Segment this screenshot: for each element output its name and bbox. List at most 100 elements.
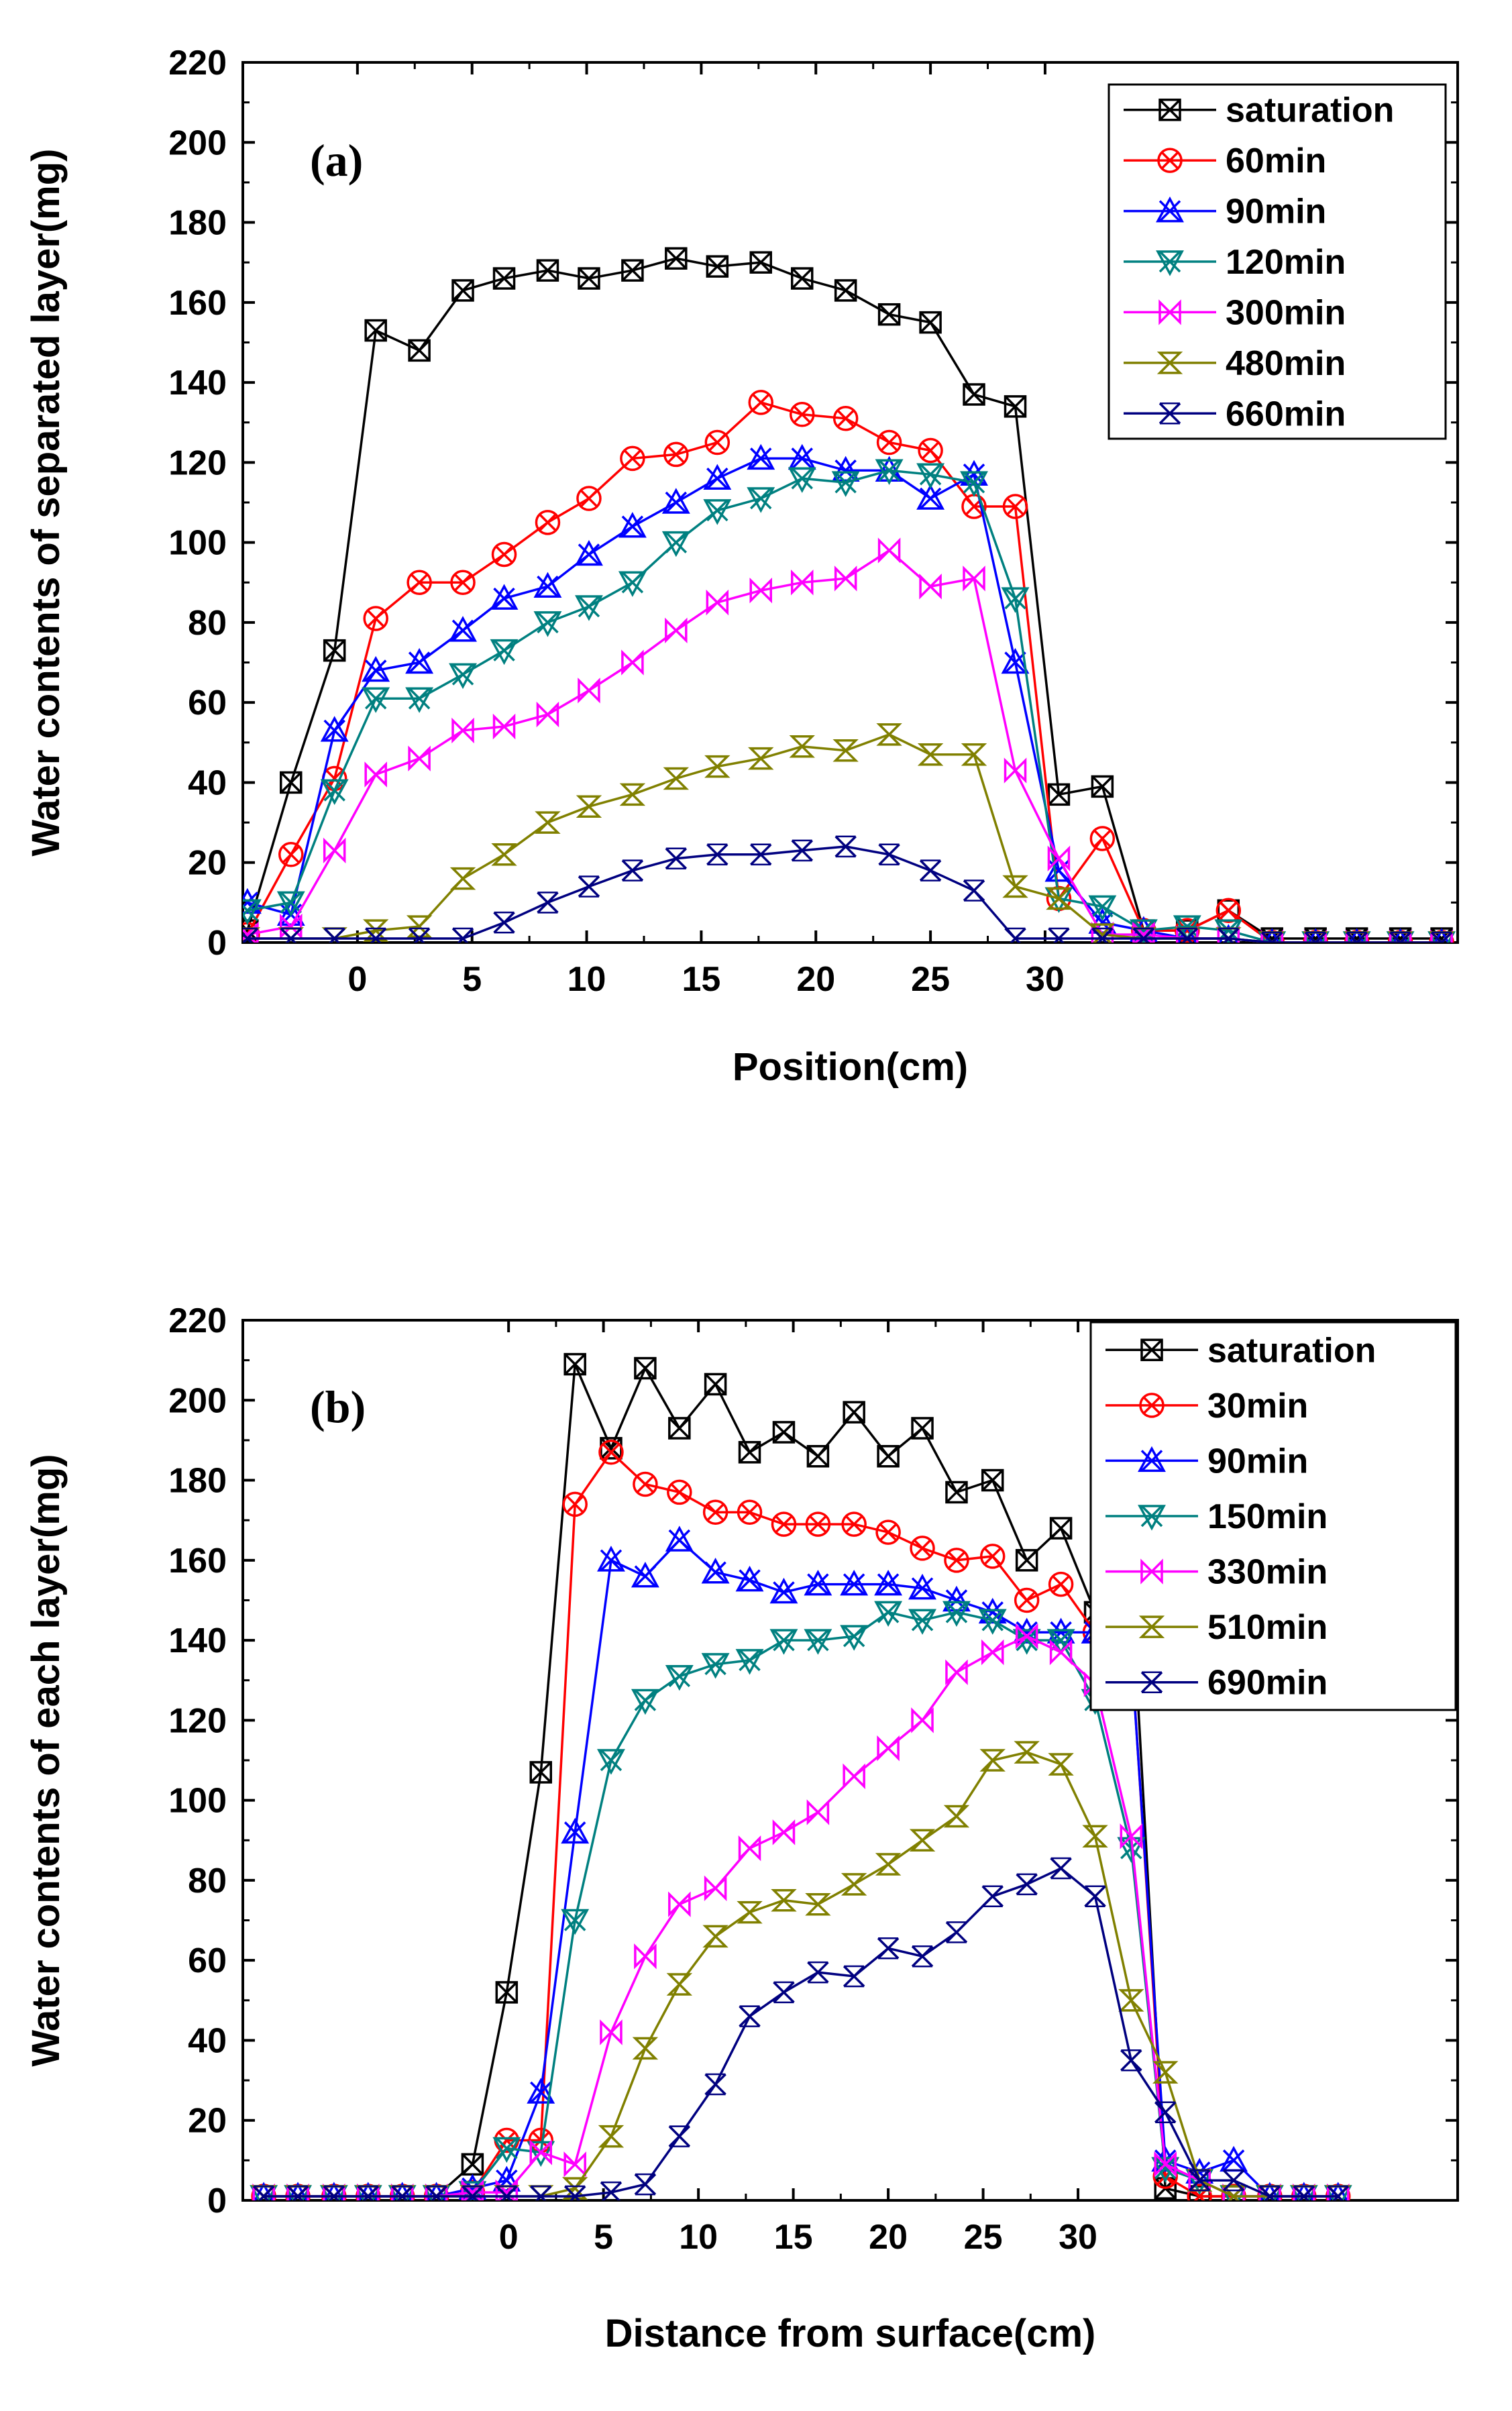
panel-a-data-point-60min	[1002, 494, 1028, 519]
panel-b-data-point-690min	[911, 1945, 934, 1968]
panel-b-data-point-30min	[771, 1511, 797, 1537]
panel-a-data-point-saturation	[1047, 783, 1071, 806]
panel-b-y-tick-label: 120	[168, 1701, 227, 1740]
panel-a-data-point-120min	[405, 687, 434, 713]
panel-a-data-point-60min	[918, 437, 943, 464]
panel-a-data-point-saturation	[1091, 775, 1114, 798]
panel-a-data-point-90min	[916, 484, 945, 510]
panel-a-y-tick-label: 200	[168, 123, 227, 162]
panel-a-data-point-60min	[407, 570, 432, 596]
panel-a-data-point-60min	[450, 570, 476, 596]
panel-a-data-point-saturation	[665, 247, 688, 270]
panel-a-data-point-90min	[449, 616, 477, 642]
panel-b-data-point-690min	[357, 2185, 379, 2200]
panel-b-y-axis-title: Water contents of each layer(mg)	[24, 1454, 68, 2066]
panel-a-data-point-60min	[1216, 898, 1242, 924]
panel-b-data-point-510min	[943, 1805, 970, 1828]
panel-a-data-point-480min	[1002, 875, 1028, 898]
panel-b-data-point-saturation	[668, 1417, 691, 1440]
panel-b-data-point-saturation	[461, 2153, 484, 2176]
panel-b-legend-label-saturation: saturation	[1207, 1331, 1376, 1370]
panel-b-data-point-690min	[981, 1885, 1004, 1908]
panel-a-data-point-90min	[1044, 855, 1073, 882]
panel-b-data-point-30min	[1014, 1587, 1040, 1613]
panel-a-y-tick-label: 80	[188, 604, 227, 643]
panel-b-data-point-90min	[874, 1569, 903, 1596]
panel-b-data-point-510min	[1118, 1989, 1144, 2012]
panel-a-data-point-90min	[1001, 647, 1030, 674]
panel-a-data-point-660min	[1218, 927, 1240, 943]
panel-a-data-point-60min	[278, 842, 304, 867]
panel-b-data-point-30min	[1048, 1571, 1074, 1597]
panel-a-data-point-60min	[876, 429, 902, 456]
panel-a-data-point-660min	[280, 927, 302, 943]
panel-a-data-point-60min	[832, 406, 859, 431]
panel-a-data-point-saturation	[536, 259, 559, 282]
panel-a-data-point-480min	[1046, 887, 1072, 910]
panel-b-data-point-690min	[877, 1937, 900, 1960]
panel-b-data-point-510min	[1082, 1825, 1108, 1848]
panel-a-series-line-300min	[247, 549, 1442, 943]
panel-b-data-point-330min	[634, 1943, 657, 1970]
panel-b-data-point-30min	[598, 1440, 624, 1465]
panel-b-data-point-690min	[462, 2185, 484, 2200]
panel-a-legend-label-120min: 120min	[1226, 243, 1346, 282]
panel-a-data-point-120min	[449, 663, 477, 690]
panel-a-data-point-480min	[789, 735, 815, 758]
panel-b-label: (b)	[310, 1381, 366, 1432]
panel-b-data-point-510min	[737, 1900, 763, 1924]
panel-a-data-point-60min	[535, 510, 561, 535]
panel-a-x-tick-label: 30	[1026, 960, 1065, 999]
panel-b-data-point-330min	[945, 1659, 968, 1686]
panel-b-legend-label-330min: 330min	[1207, 1553, 1328, 1592]
panel-b-data-point-saturation	[981, 1468, 1004, 1492]
panel-b-data-point-330min	[1154, 2151, 1177, 2178]
panel-b-y-tick-label: 220	[168, 1301, 227, 1340]
panel-a-data-point-60min	[663, 441, 689, 468]
panel-a-data-point-300min	[963, 566, 985, 592]
panel-b-data-point-330min	[600, 2019, 623, 2045]
panel-b-data-point-690min	[1222, 2169, 1245, 2192]
panel-a-data-point-660min	[408, 927, 431, 943]
panel-b-data-point-330min	[1120, 1823, 1143, 1850]
panel-a-data-point-90min	[661, 488, 690, 514]
panel-a-data-point-660min	[963, 879, 985, 902]
panel-b-data-point-690min	[1188, 2169, 1211, 2192]
panel-a-data-point-300min	[834, 566, 857, 592]
panel-a-y-tick-label: 40	[188, 763, 227, 802]
panel-b-legend-label-90min: 90min	[1207, 1442, 1308, 1481]
panel-b-data-point-690min	[425, 2185, 447, 2200]
panel-b-data-point-150min	[492, 2137, 521, 2163]
panel-a-data-point-saturation	[621, 259, 644, 282]
panel-a-data-point-660min	[1389, 931, 1411, 943]
panel-b-data-point-690min	[1327, 2185, 1349, 2200]
panel-a-data-point-480min	[748, 747, 774, 770]
panel-a-series-line-90min	[247, 457, 1442, 943]
panel-a-data-point-saturation	[408, 339, 431, 362]
panel-a-data-point-660min	[451, 927, 474, 943]
panel-a-data-point-120min	[960, 471, 988, 497]
panel-b-data-point-690min	[391, 2185, 413, 2200]
panel-a-data-point-660min	[1091, 927, 1114, 943]
panel-a-data-point-90min	[490, 584, 519, 610]
panel-b-data-point-330min	[772, 1819, 796, 1845]
panel-a-data-point-480min	[917, 743, 944, 766]
panel-a-data-point-120min	[243, 899, 262, 925]
panel-b-data-point-330min	[1015, 1623, 1038, 1650]
panel-a-data-point-saturation	[706, 255, 729, 278]
panel-b-legend-marker	[1140, 1671, 1163, 1693]
panel-b-data-point-150min	[804, 1629, 832, 1655]
panel-b-data-point-690min	[252, 2185, 275, 2200]
panel-a-plot-area	[243, 247, 1456, 943]
panel-a-data-point-120min	[916, 463, 945, 489]
panel-a-data-point-saturation	[919, 311, 942, 334]
panel-a-data-point-660min	[834, 835, 857, 858]
panel-b-data-point-90min	[804, 1569, 832, 1596]
panel-b-legend-label-150min: 150min	[1207, 1497, 1328, 1536]
panel-a-x-axis-title: Position(cm)	[733, 1045, 968, 1089]
panel-a-data-point-660min	[578, 875, 600, 898]
panel-a-data-point-660min	[919, 859, 942, 881]
panel-b-data-point-690min	[1258, 2185, 1281, 2200]
panel-b-data-point-30min	[667, 1479, 692, 1505]
